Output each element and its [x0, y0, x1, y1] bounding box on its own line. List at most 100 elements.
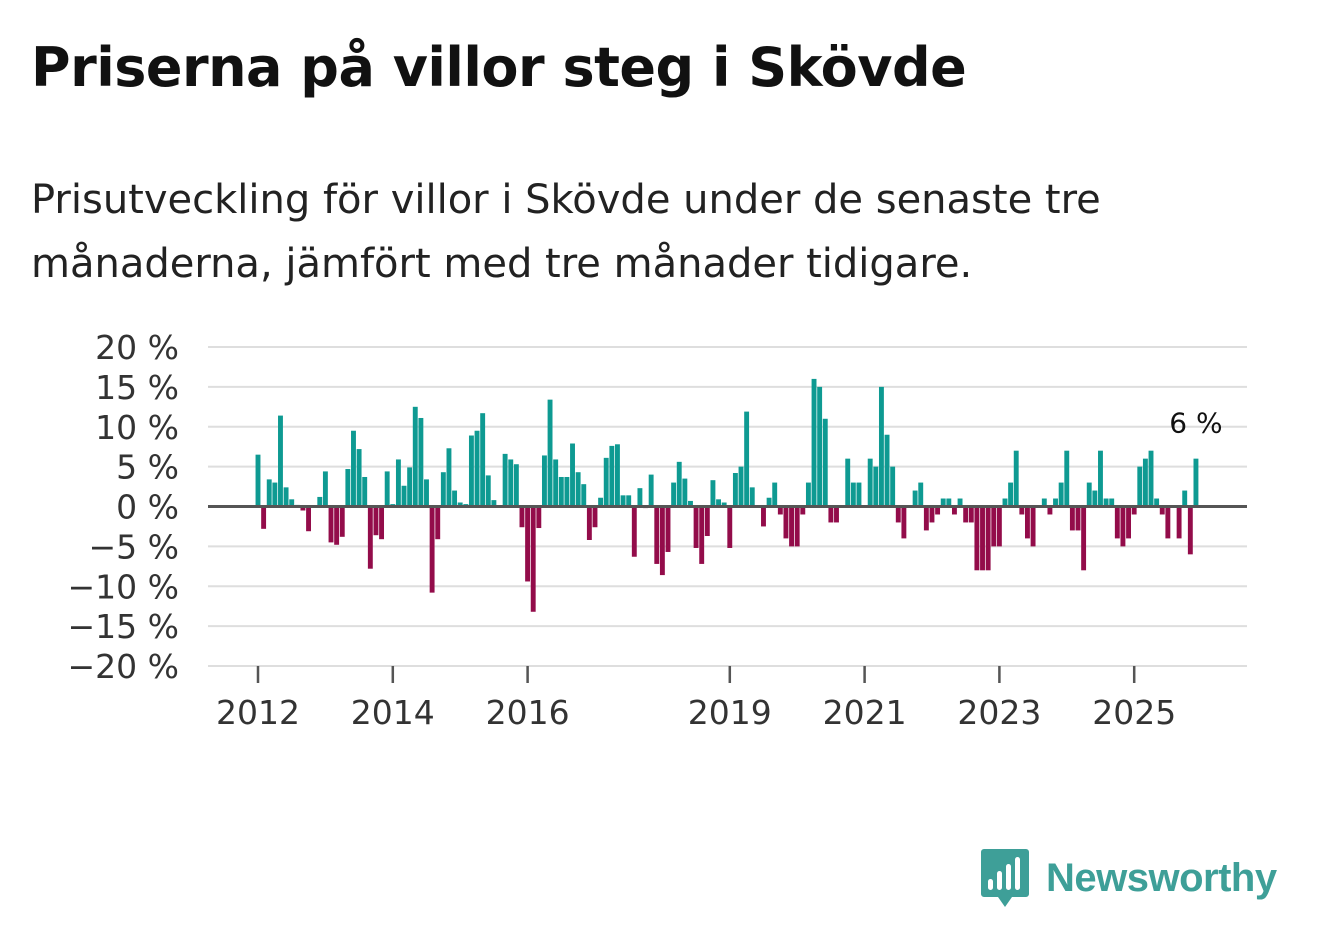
bar: [817, 386, 823, 507]
bar: [783, 506, 789, 539]
y-tick-label: 0 %: [116, 488, 179, 527]
x-tick-label: 2014: [351, 693, 435, 732]
x-tick-label: 2012: [216, 693, 300, 732]
bar: [682, 478, 688, 507]
bar: [485, 475, 491, 507]
bar: [261, 506, 267, 529]
bar: [805, 482, 811, 507]
bar: [609, 445, 615, 507]
bar: [1086, 482, 1092, 507]
bar: [1154, 498, 1160, 507]
bar: [654, 506, 660, 564]
bar: [1120, 506, 1126, 547]
bar: [446, 448, 452, 507]
bar: [1041, 498, 1047, 507]
bar: [1069, 506, 1075, 531]
bar: [502, 453, 508, 507]
x-tick-label: 2019: [688, 693, 772, 732]
bar: [811, 378, 817, 507]
bar: [468, 435, 474, 507]
bar: [1193, 458, 1199, 507]
bar: [693, 506, 699, 548]
bar: [626, 495, 632, 507]
bar: [789, 506, 795, 547]
bar: [890, 466, 896, 507]
bar: [1047, 506, 1053, 515]
y-tick-label: 10 %: [95, 408, 179, 447]
bar: [732, 473, 738, 507]
bar: [322, 471, 328, 507]
bar: [856, 482, 862, 507]
bar: [581, 484, 587, 507]
bar: [620, 495, 626, 507]
bar: [777, 506, 783, 515]
bar: [980, 506, 985, 571]
bar: [923, 506, 929, 531]
bar: [1008, 482, 1014, 507]
bar: [367, 506, 373, 569]
bar: [1187, 506, 1193, 555]
bar: [727, 506, 733, 548]
bar: [918, 482, 924, 507]
bar: [935, 506, 941, 515]
bar: [1131, 506, 1137, 515]
bar: [598, 497, 604, 507]
bar: [963, 506, 969, 523]
bar: [957, 498, 963, 507]
bar: [1013, 450, 1019, 507]
chart-subtitle: Prisutveckling för villor i Skövde under…: [31, 177, 1101, 287]
bar: [1081, 506, 1087, 571]
bar: [631, 506, 637, 557]
bar: [671, 482, 677, 507]
bar: [1019, 506, 1025, 515]
bar: [564, 476, 570, 507]
bar: [395, 459, 401, 507]
bar: [306, 506, 311, 532]
bar: [547, 399, 553, 507]
bar: [766, 497, 772, 507]
bar: [508, 459, 514, 507]
bar: [615, 444, 620, 507]
bar: [525, 506, 531, 582]
bar: [272, 482, 278, 507]
bar-chart: 20 %15 %10 %5 %0 %−5 %−10 %−15 %−20 % 201…: [68, 328, 1247, 732]
bar: [570, 443, 575, 507]
bar: [289, 499, 295, 507]
bar: [536, 506, 542, 529]
x-tick-label: 2025: [1092, 693, 1176, 732]
bar: [1025, 506, 1030, 539]
bar: [351, 430, 356, 507]
bar: [1114, 506, 1120, 539]
bar: [1159, 506, 1165, 515]
bar: [991, 506, 997, 547]
bar: [716, 499, 721, 507]
bar: [1165, 506, 1171, 539]
bar: [772, 482, 778, 507]
bar: [1176, 506, 1182, 539]
bar: [721, 502, 727, 507]
bar: [457, 502, 463, 507]
bar: [1103, 498, 1109, 507]
bar: [878, 386, 884, 507]
bar: [575, 472, 581, 507]
bar: [901, 506, 907, 539]
bar: [379, 506, 385, 540]
bar: [429, 506, 435, 593]
bar: [513, 464, 519, 507]
bars: [255, 378, 1199, 612]
bar: [339, 506, 345, 537]
y-tick-label: −5 %: [89, 527, 180, 566]
bar: [586, 506, 592, 540]
bar: [968, 506, 974, 523]
x-tick-label: 2016: [486, 693, 570, 732]
x-tick-label: 2021: [823, 693, 907, 732]
bar: [648, 474, 654, 507]
bar: [895, 506, 901, 523]
bar: [283, 487, 289, 507]
bar: [278, 415, 283, 507]
bar: [828, 506, 834, 523]
bar: [435, 506, 441, 540]
bar: [850, 482, 856, 507]
bar: [710, 480, 716, 507]
bar: [401, 485, 407, 507]
